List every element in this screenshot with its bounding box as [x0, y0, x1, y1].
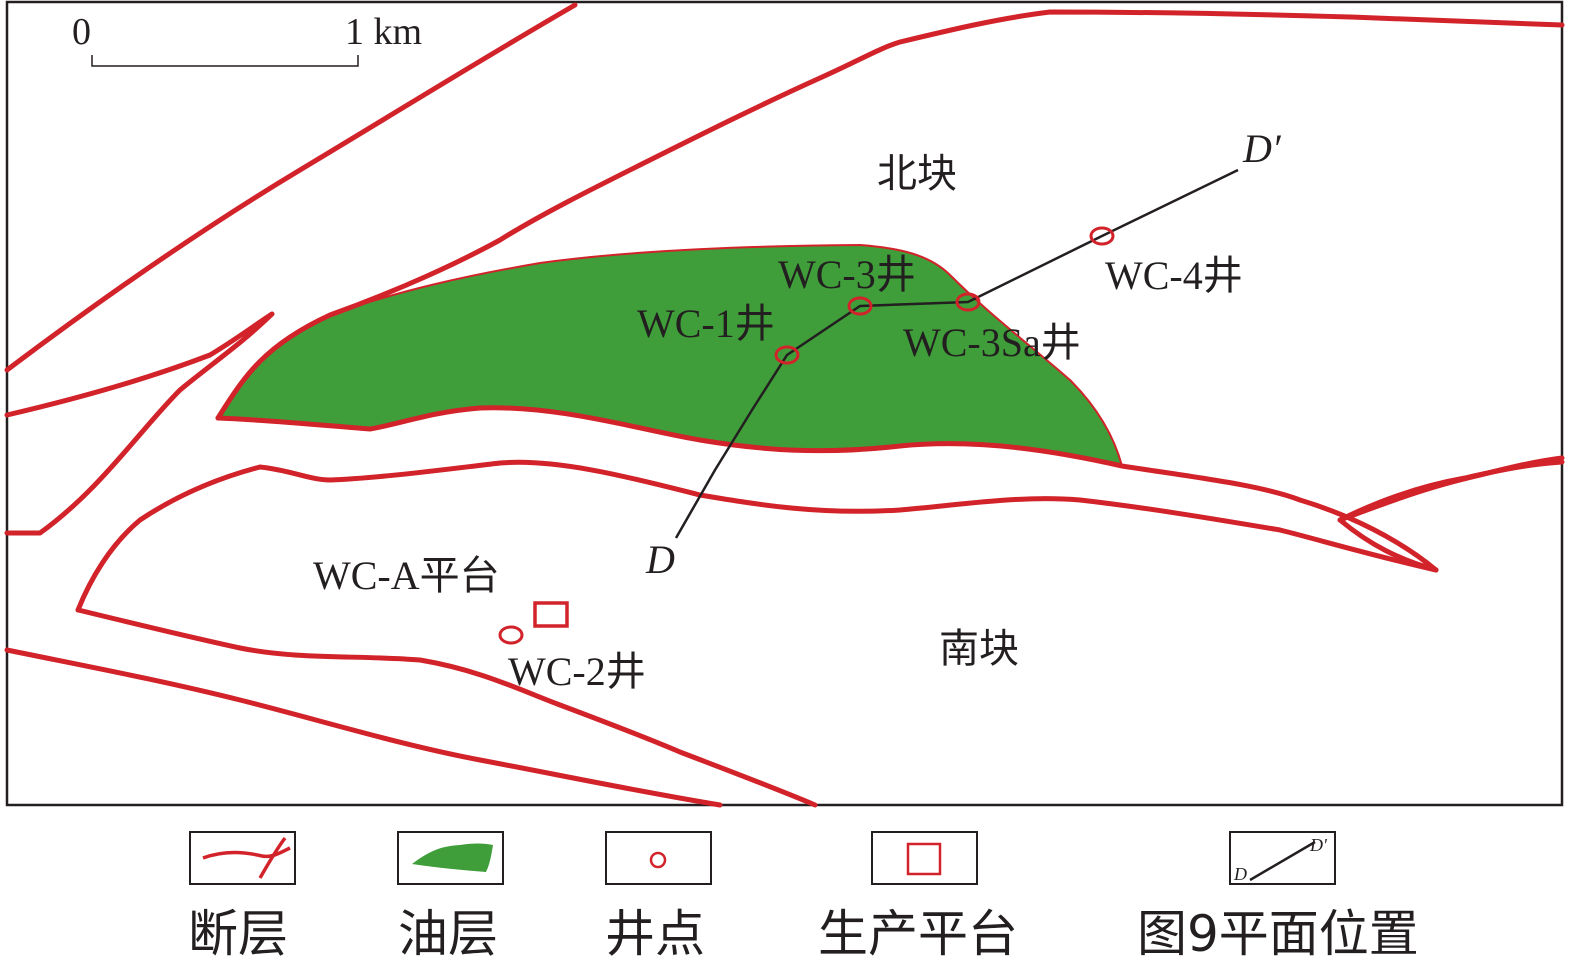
scale-bar-end-label: 1 km [345, 11, 422, 53]
scale-bar: 0 1 km [72, 11, 422, 67]
legend-label-section: 图9平面位置 [1137, 905, 1419, 963]
scale-bar-start-label: 0 [72, 11, 91, 53]
legend-fault-line [202, 846, 291, 860]
south-block-label: 南块 [939, 626, 1019, 672]
fault-line [4, 2, 578, 373]
fault-line [215, 9, 1565, 421]
fault-line [1337, 459, 1565, 523]
legend-label-well-point: 井点 [605, 905, 705, 963]
legend-section-line [1249, 840, 1316, 882]
legend-swatch-section [1229, 831, 1336, 885]
well-wc4-marker [1089, 226, 1115, 246]
legend-fault-branch [258, 836, 287, 879]
section-end-label: D′ [1242, 126, 1282, 171]
legend-item-oil-layer: 油层 [397, 831, 504, 963]
legend-section-end-label: D′ [1309, 835, 1328, 855]
fault-line [75, 459, 1439, 613]
well-wc2-label: WC-2井 [508, 649, 646, 694]
platform-label: WC-A平台 [313, 553, 500, 598]
fault-line [4, 311, 275, 536]
legend-section-start-label: D [1233, 864, 1247, 884]
well-wc3-label: WC-3井 [778, 252, 916, 297]
well-wc3-marker [847, 296, 873, 316]
legend-item-platform: 生产平台 [818, 831, 1018, 963]
well-wc3sa-label: WC-3Sa井 [903, 320, 1081, 365]
fault-line [215, 405, 1439, 573]
legend-item-well-point: 井点 [605, 831, 712, 963]
section-start-label: D [645, 537, 675, 582]
legend-label-oil-layer: 油层 [398, 905, 498, 963]
legend-swatch-well-point [605, 831, 712, 885]
legend-item-fault: 断层 [188, 831, 296, 963]
fault-line [4, 647, 723, 808]
faults [4, 2, 1565, 808]
fault-line [75, 607, 818, 808]
legend-item-section: D D′ 图9平面位置 [1137, 831, 1419, 963]
well-wc1-label: WC-1井 [637, 301, 775, 346]
platform-wc-a-marker [533, 601, 569, 628]
legend-label-fault: 断层 [188, 905, 288, 963]
well-wc1-marker [774, 345, 800, 365]
legend: 断层 油层 井点 生产平台 D D′ 图9平面位置 [188, 831, 1419, 963]
legend-swatch-platform [871, 831, 978, 885]
north-block-label: 北块 [877, 151, 957, 197]
legend-well-point-circle [649, 851, 667, 869]
well-wc2-marker [498, 625, 524, 645]
section-line-d-d-prime [674, 168, 1239, 539]
well-wc3sa-marker [955, 292, 981, 312]
legend-label-platform: 生产平台 [818, 905, 1018, 963]
legend-platform-square [906, 842, 942, 876]
legend-oil-layer-shape [412, 843, 493, 872]
well-wc4-label: WC-4井 [1105, 253, 1243, 298]
scale-bar-line [91, 55, 359, 67]
wells [498, 226, 1115, 645]
